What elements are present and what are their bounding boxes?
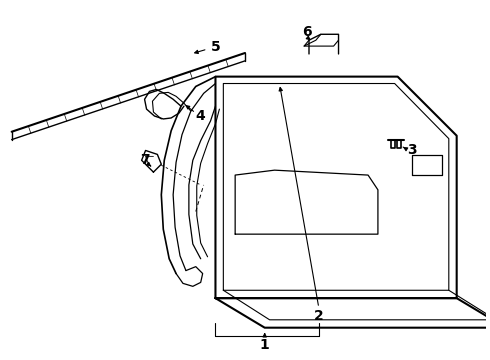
Text: 2: 2 (314, 309, 324, 323)
Text: 3: 3 (408, 144, 417, 157)
Text: 6: 6 (302, 25, 312, 39)
Text: 7: 7 (140, 153, 149, 167)
Text: 4: 4 (196, 109, 206, 123)
Text: 1: 1 (260, 338, 270, 352)
Text: 5: 5 (211, 40, 220, 54)
